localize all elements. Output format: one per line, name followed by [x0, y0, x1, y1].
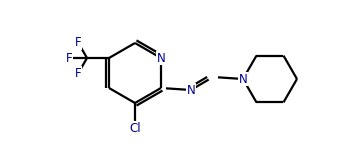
Text: F: F [75, 67, 81, 80]
Text: F: F [75, 36, 81, 49]
Text: N: N [187, 84, 196, 96]
Text: F: F [66, 51, 72, 64]
Text: Cl: Cl [129, 122, 141, 135]
Text: N: N [239, 72, 247, 86]
Text: N: N [157, 51, 165, 64]
